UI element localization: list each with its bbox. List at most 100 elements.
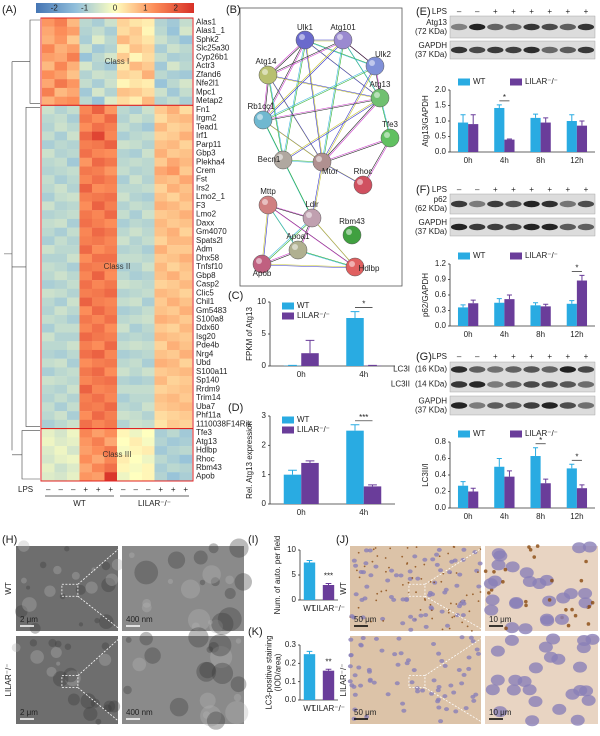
nucleus: [436, 547, 442, 552]
class-label: Class II: [104, 262, 131, 271]
nucleus: [349, 614, 355, 619]
heatmap-cell: [117, 463, 130, 473]
blot-band: [559, 366, 576, 373]
nucleus: [508, 674, 523, 686]
lc3-stain: [370, 620, 372, 623]
blot-strip: [449, 395, 596, 416]
colorbar-tick-label: -2: [51, 4, 59, 13]
heatmap-cell: [179, 131, 193, 141]
condition-sign: +: [183, 485, 188, 494]
heatmap-cell: [179, 411, 193, 421]
heatmap-cell: [79, 87, 93, 97]
heatmap-cell: [42, 149, 55, 158]
scale-bar-label: 10 μm: [489, 708, 512, 717]
gene-label: Nfe2l1: [196, 79, 220, 88]
heatmap-cell: [79, 454, 93, 464]
em-structure: [63, 667, 78, 683]
heatmap-cell: [154, 297, 168, 307]
panel-label: (K): [248, 626, 263, 638]
heatmap-cell: [92, 79, 105, 89]
nucleus: [367, 669, 373, 674]
gene-label: Irf1: [196, 131, 208, 140]
blot-band: [523, 381, 540, 388]
heatmap-cell: [179, 332, 193, 342]
heatmap-cell: [117, 227, 130, 237]
legend-label: WT: [297, 415, 310, 424]
heatmap-cell: [104, 428, 118, 438]
heatmap-cell: [179, 79, 193, 89]
y-tick-label: 0.3: [435, 306, 447, 315]
error-bar: [506, 138, 512, 140]
error-bar: [305, 339, 315, 354]
heatmap-cell: [142, 393, 155, 403]
heatmap-cell: [79, 349, 93, 359]
heatmap-cell: [79, 262, 93, 272]
heatmap-cell: [142, 411, 155, 421]
heatmap-cell: [167, 26, 180, 36]
heatmap-cell: [142, 419, 155, 429]
nucleus: [483, 578, 498, 590]
nucleus: [572, 542, 587, 554]
heatmap-cell: [179, 253, 193, 263]
heatmap-cell: [142, 245, 155, 255]
heatmap-cell: [79, 175, 93, 185]
em-structure: [139, 631, 153, 646]
heatmap-cell: [179, 96, 193, 106]
heatmap-cell: [104, 35, 118, 45]
heatmap-cell: [104, 437, 118, 447]
heatmap-cell: [129, 253, 143, 263]
heatmap-cell: [142, 358, 155, 368]
lc3-stain: [411, 577, 414, 579]
heatmap-cell: [117, 201, 130, 211]
nucleus: [395, 662, 401, 667]
nucleus: [554, 613, 569, 625]
nucleus: [352, 692, 358, 697]
heatmap-cell: [104, 166, 118, 176]
heatmap-cell: [92, 61, 105, 71]
lc3-stain: [524, 599, 528, 604]
heatmap-cell: [42, 411, 55, 421]
y-tick-label: 0.3: [285, 640, 297, 649]
heatmap-cell: [54, 227, 68, 237]
blot-size: (62 KDa): [415, 204, 447, 213]
nucleus: [522, 684, 537, 696]
lc3-stain: [376, 592, 379, 595]
heatmap-cell: [54, 166, 68, 176]
lc3-stain: [385, 570, 387, 573]
em-structure: [199, 662, 216, 679]
nucleus: [493, 706, 508, 718]
heatmap-cell: [42, 245, 55, 255]
nucleus: [454, 583, 460, 588]
heatmap-cell: [54, 332, 68, 342]
y-tick-label: 2: [262, 440, 267, 449]
lc3-stain: [385, 589, 388, 592]
heatmap-cell: [42, 87, 55, 97]
heatmap-cell: [179, 70, 193, 80]
blot-band: [469, 366, 486, 373]
heatmap-cell: [67, 236, 80, 246]
heatmap-cell: [67, 61, 80, 71]
nucleus: [457, 572, 463, 577]
heatmap-cell: [129, 323, 143, 333]
node-highlight: [277, 154, 283, 160]
heatmap-cell: [167, 44, 180, 54]
nucleus: [407, 569, 413, 574]
lc3-stain: [440, 580, 443, 583]
heatmap-cell: [79, 411, 93, 421]
lc3-stain: [375, 599, 378, 602]
em-structure: [132, 657, 147, 672]
heatmap-cell: [67, 183, 80, 193]
lps-sign: –: [457, 7, 462, 16]
heatmap-cell: [129, 218, 143, 228]
blot-band: [469, 381, 486, 388]
heatmap-cell: [79, 52, 93, 62]
heatmap-cell: [167, 210, 180, 220]
em-structure: [169, 697, 189, 717]
heatmap-cell: [167, 236, 180, 246]
nucleus: [506, 684, 521, 696]
heatmap-cell: [129, 288, 143, 298]
heatmap-cell: [92, 245, 105, 255]
heatmap-cell: [179, 419, 193, 429]
heatmap-cell: [67, 315, 80, 324]
gene-label: F3: [196, 201, 206, 210]
